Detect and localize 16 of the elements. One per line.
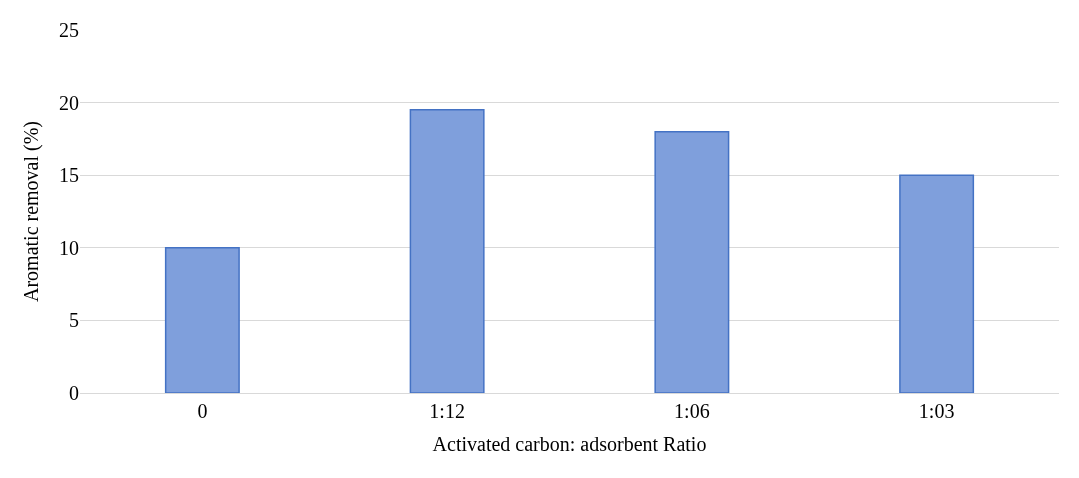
x-tick-label: 1:03 [918,400,955,422]
x-tick-label: 1:12 [429,400,465,422]
y-tick-label: 5 [69,309,79,332]
y-tick-label: 10 [59,236,79,259]
x-axis-title: Activated carbon: adsorbent Ratio [432,432,707,455]
bar [409,109,485,393]
x-tick-label: 0 [197,400,208,422]
x-tick-label: 1:06 [674,400,710,422]
y-axis-title: Aromatic removal (%) [19,120,43,303]
y-tick-label: 25 [59,19,79,41]
y-tick-label: 0 [69,382,79,404]
y-tick-label: 20 [59,91,79,114]
bar [654,130,730,393]
bar [164,247,240,393]
y-tick-label: 15 [59,164,79,187]
bar [899,174,975,393]
